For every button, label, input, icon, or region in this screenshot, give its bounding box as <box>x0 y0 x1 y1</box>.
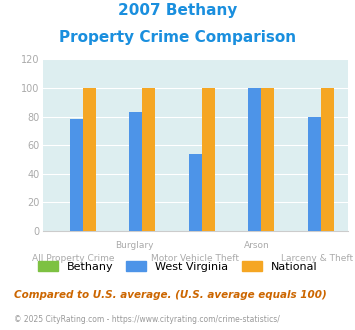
Text: Larceny & Theft: Larceny & Theft <box>281 254 354 263</box>
Bar <box>83 88 96 231</box>
Bar <box>308 116 321 231</box>
Bar <box>202 88 215 231</box>
Text: Burglary: Burglary <box>115 241 153 250</box>
Text: 2007 Bethany: 2007 Bethany <box>118 3 237 18</box>
Bar <box>261 88 274 231</box>
Bar <box>248 88 261 231</box>
Text: All Property Crime: All Property Crime <box>32 254 114 263</box>
Text: Motor Vehicle Theft: Motor Vehicle Theft <box>151 254 239 263</box>
Text: Property Crime Comparison: Property Crime Comparison <box>59 30 296 45</box>
Text: Arson: Arson <box>244 241 269 250</box>
Legend: Bethany, West Virginia, National: Bethany, West Virginia, National <box>38 261 317 272</box>
Text: Compared to U.S. average. (U.S. average equals 100): Compared to U.S. average. (U.S. average … <box>14 290 327 300</box>
Bar <box>321 88 334 231</box>
Bar <box>70 119 83 231</box>
Bar <box>129 112 142 231</box>
Bar <box>189 154 202 231</box>
Text: © 2025 CityRating.com - https://www.cityrating.com/crime-statistics/: © 2025 CityRating.com - https://www.city… <box>14 315 280 324</box>
Bar <box>142 88 155 231</box>
